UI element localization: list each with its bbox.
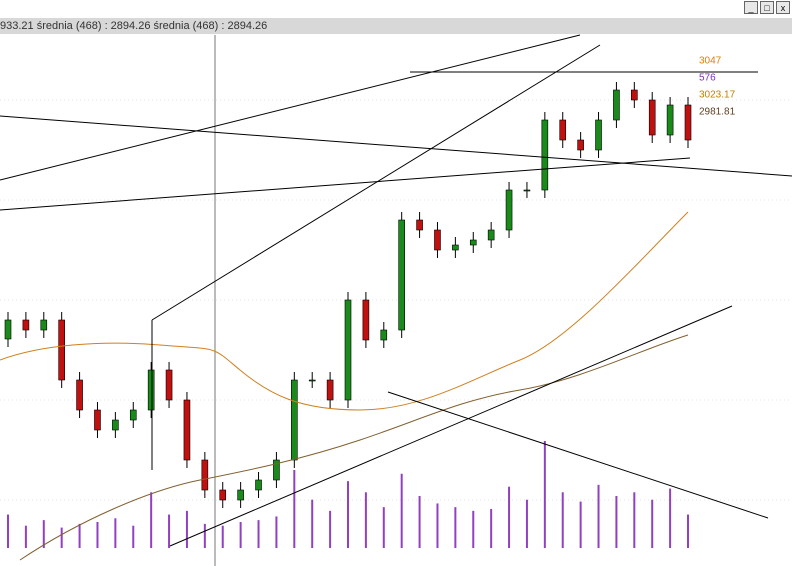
candle-body (559, 119, 567, 141)
grid (0, 99, 792, 501)
candle-body (577, 139, 584, 151)
candle-body (219, 489, 227, 501)
candle-body (362, 299, 370, 341)
candle-body (631, 89, 638, 101)
candle-body (273, 459, 280, 481)
indicator-header: 933.21 średnia (468) : 2894.26 średnia (… (0, 18, 792, 34)
moving-average (19, 334, 689, 561)
maximize-button[interactable]: □ (760, 1, 774, 14)
candle-body (469, 239, 477, 246)
candle-body (344, 299, 352, 401)
candle-body (291, 379, 298, 461)
candle-body (595, 119, 602, 151)
candle-body (452, 244, 459, 251)
candle-body (666, 104, 674, 136)
candle-body (326, 379, 334, 401)
candle-body (76, 379, 83, 411)
candle-body (58, 319, 65, 381)
candle-body (380, 329, 388, 341)
close-button[interactable]: x (776, 1, 790, 14)
candle-body (648, 99, 656, 136)
candle-body (434, 229, 441, 251)
candle-body (94, 409, 101, 431)
price-label: 576 (699, 73, 716, 84)
price-label: 3047 (699, 56, 722, 67)
candle-body (308, 379, 316, 382)
candle-body (129, 409, 137, 421)
moving-average (0, 211, 689, 411)
price-label: 3023.17 (699, 90, 736, 101)
indicators (0, 211, 689, 561)
candle-body (237, 489, 244, 501)
candle-body (541, 119, 549, 191)
price-label: 2981.81 (699, 107, 736, 118)
candle-body (165, 369, 173, 401)
candle-body (4, 319, 12, 340)
trendlines (0, 34, 792, 547)
candle-body (183, 399, 191, 461)
candle-body (40, 319, 48, 331)
candle-body (684, 104, 692, 141)
candle-body (487, 229, 495, 241)
candle-body (201, 459, 209, 491)
candle-body (147, 369, 155, 411)
candle-body (416, 219, 423, 231)
candle-body (523, 189, 531, 192)
candle-body (112, 419, 119, 431)
candle-body (398, 219, 405, 331)
candle-body (505, 189, 513, 231)
minimize-button[interactable]: _ (744, 1, 758, 14)
candle-body (255, 479, 262, 491)
candle-body (22, 319, 30, 331)
candle-body (613, 89, 620, 121)
